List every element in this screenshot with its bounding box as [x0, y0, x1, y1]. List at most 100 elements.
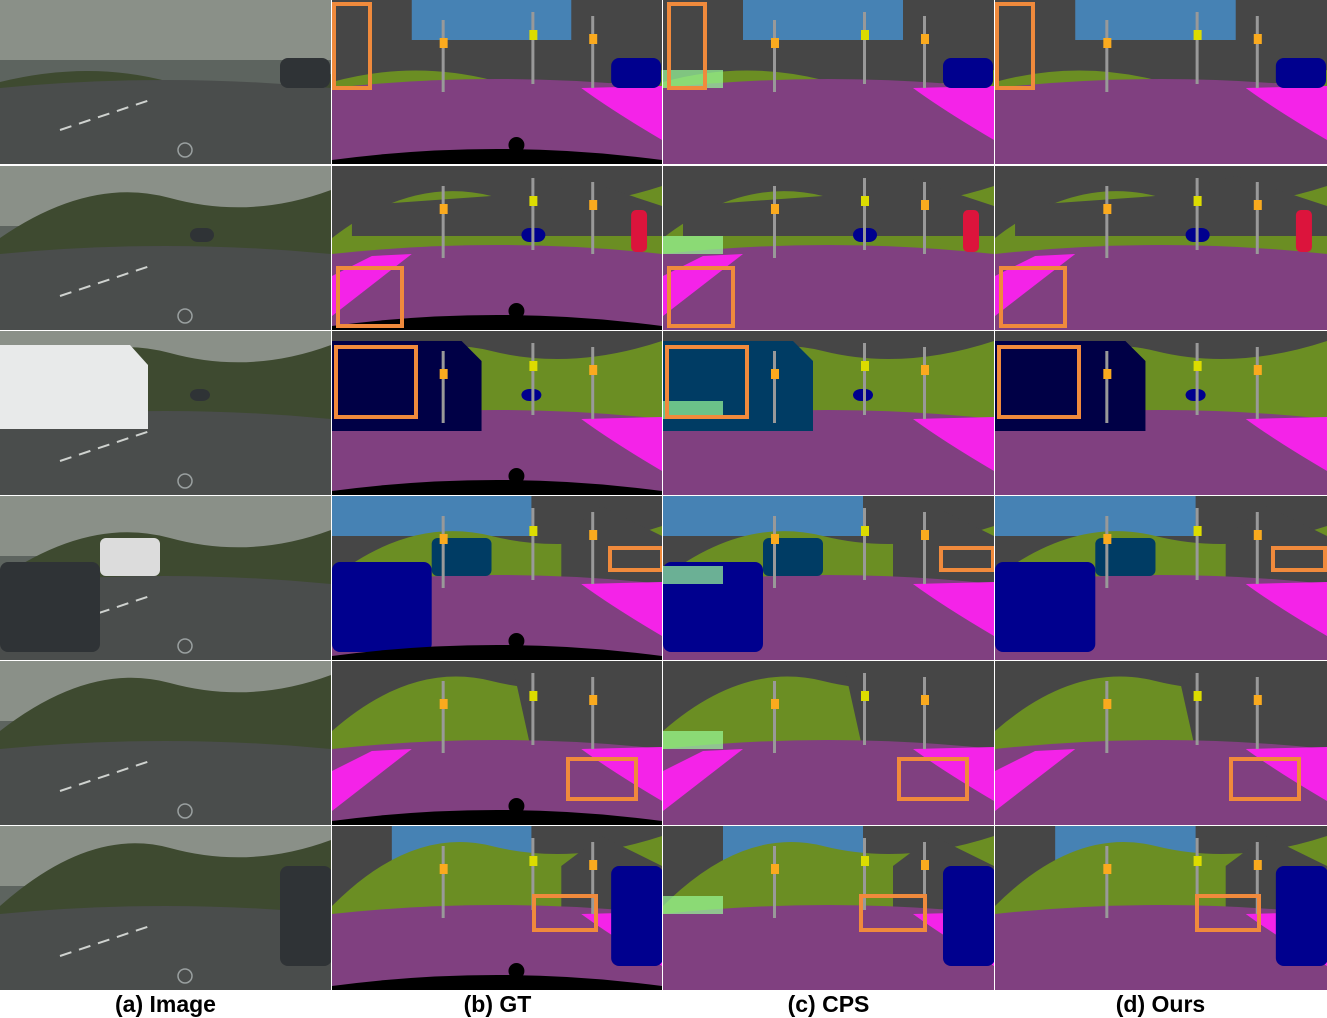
street-photo [0, 496, 331, 660]
pole-region [923, 677, 926, 749]
void-region [508, 303, 525, 319]
pole-region [1105, 351, 1109, 423]
sign-region [861, 691, 869, 701]
pole-region [591, 347, 595, 419]
sign-region [439, 699, 448, 709]
pole-region [441, 186, 445, 258]
photo-lane-marking [59, 925, 151, 957]
pole-region [863, 673, 866, 745]
sign-region [1193, 30, 1202, 40]
photo-car [280, 58, 330, 88]
sign-region [861, 30, 869, 40]
road-region [995, 740, 1327, 825]
car-region [332, 562, 432, 652]
pole-region [441, 681, 445, 753]
sidewalk-region [1245, 582, 1327, 636]
cell-row5-image [0, 661, 331, 825]
sign-region [771, 38, 779, 48]
road-region [332, 905, 662, 990]
building-region [995, 0, 1036, 70]
sign-region [921, 34, 929, 44]
sign-region [861, 856, 869, 866]
photo-lane-marking [59, 265, 151, 297]
sign-region [589, 695, 598, 705]
photo-hood-emblem [177, 308, 193, 324]
pole-region [591, 842, 595, 914]
photo-truck [0, 345, 148, 429]
terrain-error-region [663, 401, 723, 419]
column-captions: (a) Image (b) GT (c) CPS (d) Ours [0, 990, 1327, 1018]
photo-hood-emblem [177, 638, 193, 654]
road-region [995, 410, 1327, 495]
segmentation-map [332, 826, 662, 990]
pole-region [531, 673, 535, 745]
bus-region [1095, 538, 1156, 576]
pole-region [1255, 512, 1259, 584]
sign-region [589, 530, 598, 540]
terrain-error-region [663, 236, 723, 254]
highlight-box [566, 757, 638, 801]
bus-region [763, 538, 823, 576]
qualitative-comparison-grid [0, 0, 1327, 990]
car-region [611, 866, 662, 966]
cell-row3-ours [995, 331, 1327, 495]
pole-region [591, 677, 595, 749]
pole-region [773, 681, 776, 753]
pole-region [1195, 178, 1199, 250]
pole-region [923, 512, 926, 584]
photo-road [0, 411, 331, 495]
sign-region [1253, 34, 1262, 44]
cell-row6-ours [995, 826, 1327, 990]
pole-region [863, 838, 866, 910]
sign-region [1103, 38, 1112, 48]
pole-region [441, 20, 445, 92]
photo-car [280, 866, 331, 966]
highlight-box [667, 266, 735, 328]
pole-region [1255, 182, 1259, 254]
pole-region [1105, 186, 1109, 258]
pole-region [441, 846, 445, 918]
pole-region [1195, 673, 1199, 745]
cell-row1-gt [332, 0, 662, 164]
photo-lane-marking [59, 595, 151, 627]
car-region [663, 562, 763, 652]
cell-row1-image [0, 0, 331, 164]
street-photo [0, 826, 331, 990]
void-region [508, 468, 525, 484]
car-region [521, 389, 542, 401]
road-region [332, 79, 662, 164]
sidewalk-region [1245, 86, 1327, 140]
pole-region [591, 182, 595, 254]
highlight-box [859, 894, 927, 932]
void-region [332, 315, 662, 330]
segmentation-map [663, 496, 994, 660]
segmentation-map [332, 166, 662, 330]
pole-region [591, 16, 595, 88]
building-region [1015, 176, 1327, 236]
cell-row1-cps [663, 0, 994, 164]
street-photo [0, 166, 331, 330]
cell-row5-cps [663, 661, 994, 825]
highlight-box [665, 345, 749, 419]
terrain-error-region [663, 896, 723, 914]
pole-region [1105, 681, 1109, 753]
sign-region [1193, 196, 1202, 206]
photo-lane-marking [59, 99, 151, 131]
car-region [943, 58, 993, 88]
sign-region [861, 196, 869, 206]
sign-region [439, 369, 448, 379]
sign-region [771, 534, 779, 544]
cell-row4-ours [995, 496, 1327, 660]
sidewalk-region [581, 582, 662, 636]
sign-region [1193, 691, 1202, 701]
cell-row6-cps [663, 826, 994, 990]
person-region [1295, 210, 1312, 252]
pole-region [773, 351, 776, 423]
void-region [508, 798, 525, 814]
street-photo [0, 0, 331, 164]
road-region [332, 740, 662, 825]
pole-region [1255, 842, 1259, 914]
road-region [995, 905, 1327, 990]
sign-region [771, 864, 779, 874]
sign-region [529, 30, 538, 40]
